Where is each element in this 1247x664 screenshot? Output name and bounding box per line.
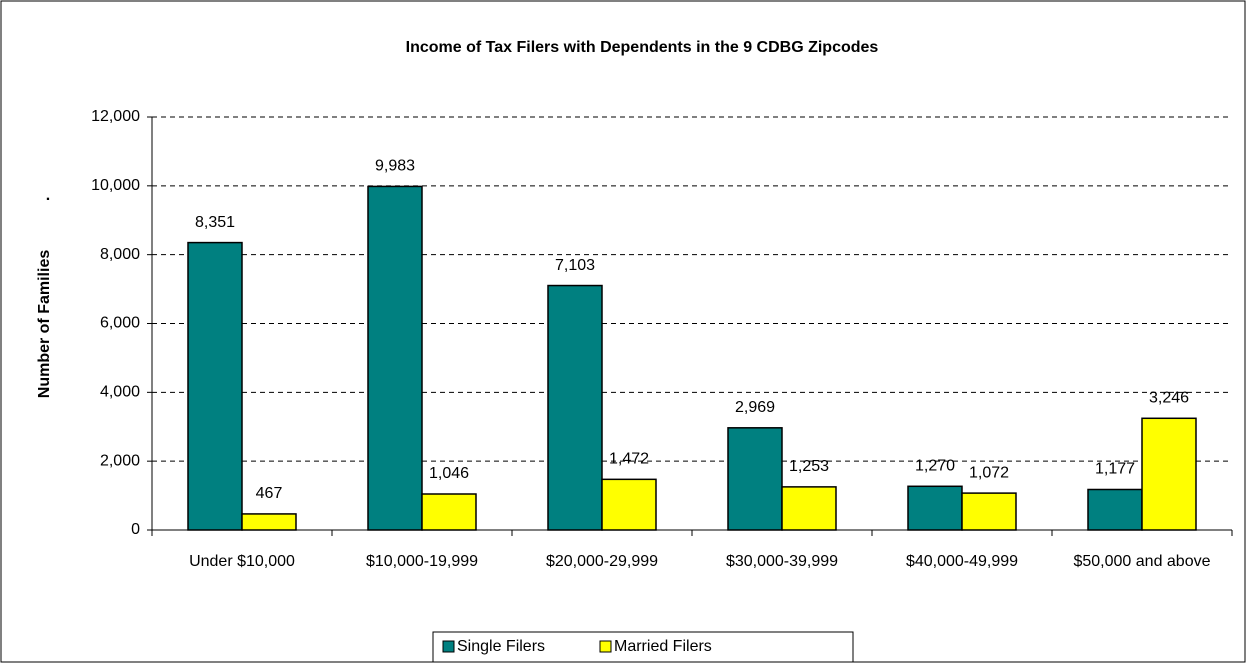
data-label: 1,472	[609, 451, 649, 468]
bar	[727, 427, 783, 531]
data-label: 1,270	[915, 458, 955, 475]
data-label: 9,983	[375, 158, 415, 175]
data-label: 8,351	[195, 214, 235, 231]
data-label: 1,253	[789, 458, 829, 475]
x-tick-label: $10,000-19,999	[365, 553, 479, 570]
data-label: 1,072	[969, 464, 1009, 481]
x-tick-label: $50,000 and above	[1073, 553, 1211, 570]
y-tick-label: 6,000	[100, 315, 140, 332]
bar	[1087, 488, 1143, 531]
bar	[781, 486, 837, 531]
y-tick-label: 4,000	[100, 384, 140, 401]
x-tick-label: $40,000-49,999	[905, 553, 1019, 570]
legend-label: Married Filers	[614, 638, 712, 655]
y-tick-label: 12,000	[91, 108, 140, 125]
bar	[547, 284, 603, 531]
y-tick-label: 10,000	[91, 177, 140, 194]
legend-label: Single Filers	[457, 638, 545, 655]
x-tick-label: Under $10,000	[189, 553, 295, 570]
x-tick-label: $30,000-39,999	[725, 553, 839, 570]
legend-box	[432, 631, 854, 663]
y-tick-label: 8,000	[100, 246, 140, 263]
data-label: 1,177	[1095, 461, 1135, 478]
legend-swatch	[599, 640, 612, 653]
data-label: 467	[256, 485, 283, 502]
bar	[241, 513, 297, 531]
data-label: 2,969	[735, 399, 775, 416]
legend-swatch	[442, 640, 455, 653]
y-tick-label: 0	[131, 521, 140, 538]
y-axis-label: Number of Families	[36, 250, 53, 399]
data-label: 1,046	[429, 465, 469, 482]
x-tick-label: $20,000-29,999	[545, 553, 659, 570]
bar	[961, 492, 1017, 531]
y-tick-label: 2,000	[100, 452, 140, 469]
bar	[1141, 417, 1197, 531]
bar	[367, 185, 423, 531]
bar	[187, 241, 243, 531]
data-label: 7,103	[555, 257, 595, 274]
chart-title: Income of Tax Filers with Dependents in …	[406, 39, 879, 56]
bar	[421, 493, 477, 531]
bar	[601, 478, 657, 531]
annotation: .	[46, 187, 50, 204]
data-label: 3,246	[1149, 390, 1189, 407]
bar	[907, 485, 963, 531]
